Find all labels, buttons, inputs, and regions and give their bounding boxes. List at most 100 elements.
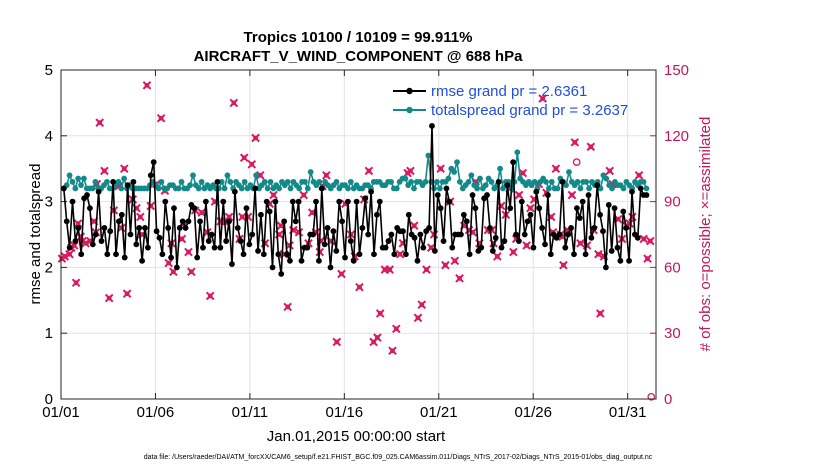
rmse-point — [278, 271, 285, 277]
obs-dot — [309, 210, 315, 215]
rmse-point — [133, 241, 140, 248]
rmse-point — [156, 234, 163, 241]
obs-assimilated-marker — [395, 249, 405, 259]
obs-assimilated-marker — [634, 170, 644, 180]
x-axis-label: Jan.01,2015 00:00:00 start — [267, 428, 446, 445]
obs-dot — [257, 172, 263, 178]
rmse-point — [162, 198, 169, 205]
rmse-point — [617, 257, 624, 264]
obs-dot — [494, 254, 500, 259]
rmse-point — [127, 231, 134, 238]
rmse-point — [472, 205, 479, 212]
rmse-point — [521, 231, 528, 238]
rmse-point — [585, 192, 592, 198]
obs-assimilated-marker — [594, 249, 603, 259]
obs-assimilated-marker — [247, 160, 257, 169]
obs-dot — [139, 232, 145, 237]
totalspread-point — [190, 172, 196, 179]
obs-dot — [419, 302, 425, 308]
legend-label: totalspread grand pr = 3.2637 — [431, 102, 628, 119]
totalspread-point — [545, 185, 552, 192]
totalspread-point — [451, 169, 458, 175]
totalspread-point — [267, 178, 274, 185]
rmse-point — [449, 244, 456, 251]
totalspread-point — [474, 185, 481, 192]
obs-assimilated-marker — [373, 333, 382, 342]
rmse-point — [289, 198, 296, 205]
rmse-point — [214, 178, 221, 185]
obs-assimilated-marker — [522, 241, 531, 250]
rmse-point — [637, 185, 644, 192]
obs-dot — [253, 135, 258, 141]
rmse-point — [281, 218, 288, 225]
rmse-point — [626, 257, 632, 264]
obs-dot — [527, 205, 533, 211]
rmse-point — [565, 231, 572, 238]
obs-assimilated-marker — [255, 170, 265, 180]
obs-assimilated-marker — [164, 258, 173, 268]
totalspread-point — [195, 185, 202, 192]
rmse-point — [269, 264, 276, 271]
rmse-point — [547, 251, 554, 258]
rmse-point — [159, 251, 166, 258]
rmse-point — [373, 211, 380, 218]
rmse-point — [614, 244, 621, 251]
legend-entry: totalspread grand pr = 3.2637 — [393, 102, 628, 119]
rmse-point — [431, 248, 438, 254]
rmse-point — [501, 238, 508, 244]
totalspread-point — [227, 178, 234, 185]
rmse-point — [478, 244, 485, 251]
obs-dot — [411, 223, 417, 229]
totalspread-point — [586, 185, 592, 192]
obs-dot — [645, 256, 650, 262]
totalspread-point — [261, 178, 268, 185]
y-tick-label: 1 — [45, 325, 53, 342]
rmse-point — [345, 198, 351, 205]
obs-dot — [357, 284, 362, 290]
rmse-point — [75, 225, 82, 231]
rmse-series — [60, 123, 650, 277]
obs-assimilated-marker — [337, 269, 346, 279]
obs-dot — [179, 236, 185, 242]
obs-dot — [636, 172, 642, 178]
rmse-point — [275, 251, 282, 258]
rmse-point — [460, 211, 467, 218]
obs-dot — [71, 243, 77, 248]
data-file-footer: data file: /Users/raeder/DAI/ATM_forcXX/… — [144, 454, 653, 461]
rmse-point — [226, 218, 232, 225]
x-tick-label: 01/31 — [609, 404, 647, 421]
rmse-point — [539, 225, 546, 231]
obs-dot — [578, 240, 583, 246]
totalspread-point — [477, 175, 483, 182]
x-tick-label: 01/16 — [326, 404, 364, 421]
obs-assimilated-marker — [586, 142, 596, 152]
chart-title: Tropics 10100 / 10109 = 99.911% — [244, 29, 473, 46]
totalspread-point — [434, 178, 440, 185]
rmse-line — [63, 125, 647, 275]
rmse-point — [336, 198, 343, 205]
rmse-point — [246, 241, 253, 248]
obs-assimilated-marker — [576, 238, 585, 248]
rmse-point — [524, 218, 531, 225]
rmse-point — [168, 254, 174, 261]
obs-assimilated-marker — [142, 81, 152, 90]
obs-dot — [561, 262, 566, 268]
rmse-point — [516, 238, 522, 244]
rmse-point — [510, 159, 517, 166]
rmse-point — [258, 211, 264, 218]
obs-assimilated-marker — [224, 212, 234, 222]
totalspread-point — [465, 178, 472, 185]
obs-dot — [239, 214, 245, 220]
rmse-point — [634, 234, 641, 241]
obs-dot — [73, 280, 79, 286]
obs-assimilated-marker — [388, 346, 397, 356]
rmse-point — [176, 225, 183, 231]
rmse-point — [310, 231, 317, 238]
totalspread-point — [296, 185, 303, 192]
rmse-point — [571, 251, 577, 258]
rmse-point — [542, 241, 548, 248]
totalspread-point — [548, 178, 555, 185]
rmse-point — [371, 251, 377, 258]
rmse-point — [623, 225, 630, 231]
rmse-point — [249, 231, 256, 238]
